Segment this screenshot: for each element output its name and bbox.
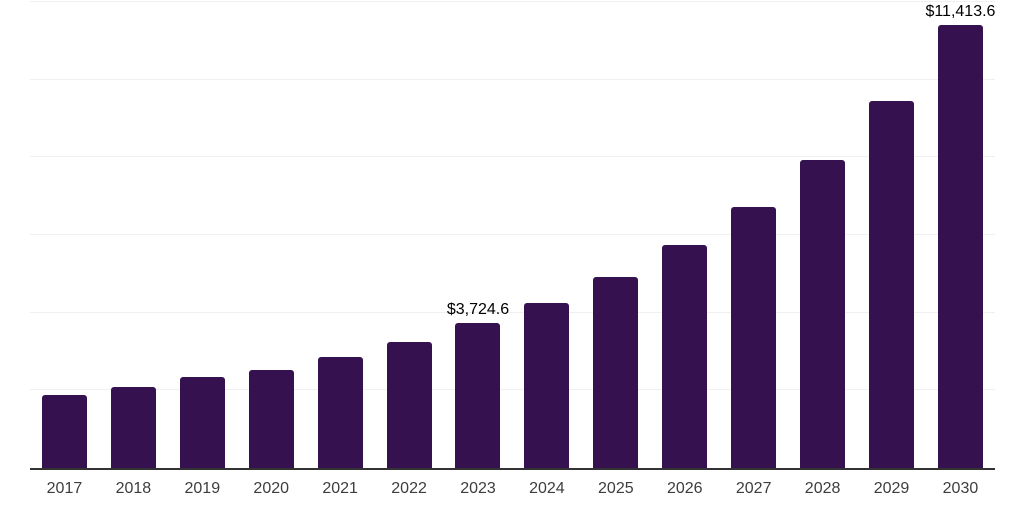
x-tick-2028: 2028 <box>804 480 841 497</box>
bar-slot-2024 <box>512 2 581 468</box>
gridline-10000 <box>30 78 995 80</box>
x-tick-2024: 2024 <box>529 480 565 497</box>
bar-slot-2028 <box>788 2 857 468</box>
x-tick-2017: 2017 <box>46 480 83 497</box>
x-tick-2026: 2026 <box>666 480 703 497</box>
bar-slot-2029 <box>857 2 926 468</box>
x-tick-2020: 2020 <box>253 480 290 497</box>
x-tick-2030: 2030 <box>942 480 979 497</box>
bar-slot-2023: $3,724.6 <box>444 2 513 468</box>
bar-2026 <box>662 245 708 468</box>
bar-2025 <box>593 276 639 468</box>
x-tick-2021: 2021 <box>322 480 358 497</box>
value-label-2030: $11,413.6 <box>925 2 996 20</box>
bar-2019 <box>179 376 225 468</box>
bar-2017 <box>41 394 87 468</box>
x-tick-2027: 2027 <box>735 480 772 497</box>
bar-slot-2020 <box>237 2 306 468</box>
bar-slot-2019 <box>168 2 237 468</box>
x-tick-2019: 2019 <box>184 480 221 497</box>
gridline-2000 <box>30 389 995 391</box>
bar-slot-2026 <box>650 2 719 468</box>
value-label-2023: $3,724.6 <box>446 301 510 319</box>
bar-2027 <box>731 207 777 468</box>
x-tick-2022: 2022 <box>391 480 427 497</box>
bar-2030 <box>937 24 983 468</box>
bar-2024 <box>524 302 570 468</box>
bar-2018 <box>110 386 156 468</box>
bar-slot-2027 <box>719 2 788 468</box>
bar-2028 <box>800 160 846 468</box>
x-tick-2025: 2025 <box>598 480 634 497</box>
gridline-8000 <box>30 156 995 158</box>
plot-area: $3,724.6 $11,413.6 <box>30 1 995 470</box>
bar-2022 <box>386 342 432 468</box>
gridline-4000 <box>30 311 995 313</box>
bar-slot-2022 <box>375 2 444 468</box>
bar-2023 <box>455 323 501 468</box>
gridline-6000 <box>30 234 995 235</box>
x-axis-labels: 2017 2018 2019 2020 2021 2022 2023 2024 2025 2026… <box>30 480 995 498</box>
bar-2029 <box>869 100 915 468</box>
bar-slot-2030: $11,413.6 <box>925 2 996 468</box>
gridline-12000 <box>30 1 995 2</box>
bar-slot-2021 <box>306 2 375 468</box>
bar-2020 <box>248 369 294 468</box>
bar-2021 <box>317 356 363 468</box>
bar-slot-2018 <box>99 2 168 468</box>
x-tick-2029: 2029 <box>873 480 910 497</box>
bar-slot-2017 <box>30 2 99 468</box>
bars-row: $3,724.6 $11,413.6 <box>30 2 995 468</box>
bar-slot-2025 <box>581 2 650 468</box>
x-tick-2018: 2018 <box>115 480 152 497</box>
x-tick-2023: 2023 <box>460 480 496 497</box>
